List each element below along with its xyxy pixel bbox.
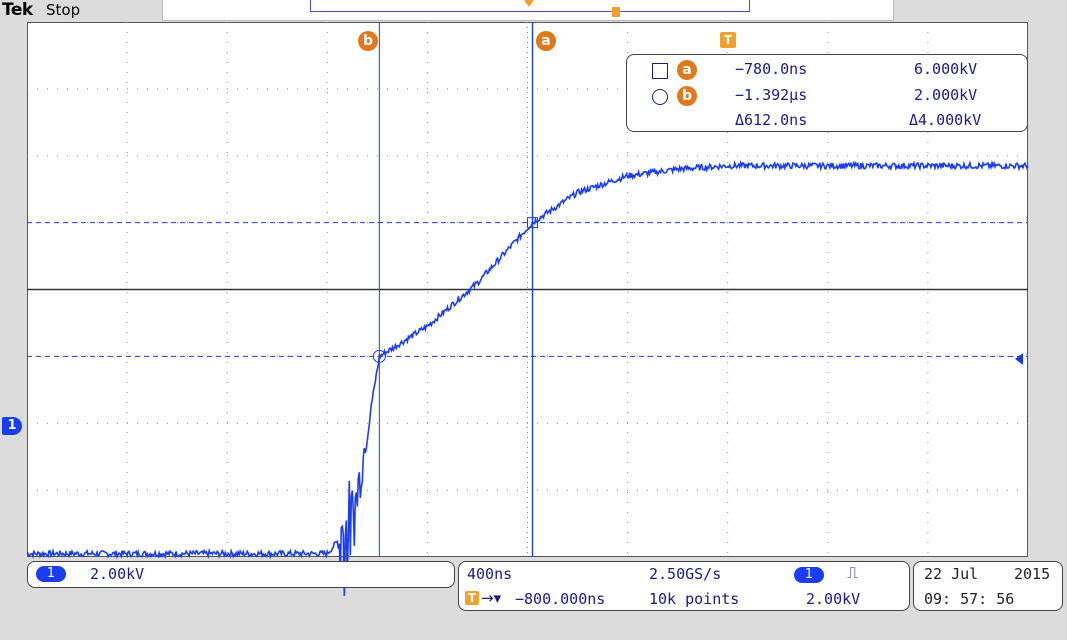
cursor-a-square-icon <box>652 63 668 79</box>
trigger-level: 2.00kV <box>806 590 861 608</box>
record-length: 10k points <box>649 590 740 608</box>
channel-1-scale: 2.00kV <box>90 565 145 583</box>
rising-edge-icon: ⎍ <box>847 563 859 582</box>
cursor-a-time: −780.0ns <box>735 60 808 78</box>
cursor-a-point-marker <box>527 217 539 229</box>
channel-1-badge: 1 <box>36 566 66 582</box>
record-trigger-icon <box>612 7 620 17</box>
sample-rate: 2.50GS/s <box>649 565 722 583</box>
record-view-bar <box>162 0 894 21</box>
cursor-b-point-marker <box>372 349 386 363</box>
acquisition-status: Stop <box>46 1 81 19</box>
cursor-b-time: −1.392μs <box>735 86 808 104</box>
readout-cursor-a-badge: a <box>677 60 697 80</box>
cursor-a-marker[interactable]: a <box>536 31 556 51</box>
trigger-arrow-icon: →▾ <box>481 589 502 607</box>
year: 2015 <box>1014 565 1051 583</box>
cursor-delta-value: Δ4.000kV <box>909 111 982 129</box>
channel-1-ground-label: 1 <box>7 418 17 433</box>
cursor-a-value: 6.000kV <box>914 60 978 78</box>
brand-logo: Tek <box>2 0 33 20</box>
channel-1-ground-marker[interactable]: 1 <box>2 417 22 435</box>
trigger-position-icon: T <box>465 591 479 605</box>
cursor-b-marker[interactable]: b <box>358 31 378 51</box>
cursor-delta-time: Δ612.0ns <box>735 111 808 129</box>
cursor-b-circle-icon <box>652 89 668 105</box>
date: 22 Jul <box>924 565 979 583</box>
datetime-panel: 22 Jul 2015 09: 57: 56 <box>913 561 1063 611</box>
cursor-readout-panel: a −780.0ns 6.000kV b −1.392μs 2.000kV Δ6… <box>626 54 1028 132</box>
cursor-b-value: 2.000kV <box>914 86 978 104</box>
trigger-level-marker[interactable] <box>1015 353 1023 365</box>
trigger-channel-badge: 1 <box>794 567 824 583</box>
record-view-window[interactable] <box>310 0 750 12</box>
channel-1-settings-panel[interactable]: 1 2.00kV <box>27 561 455 588</box>
time: 09: 57: 56 <box>924 590 1015 608</box>
readout-cursor-b-badge: b <box>677 86 697 106</box>
horizontal-scale: 400ns <box>467 565 513 583</box>
record-trigger-marker <box>524 0 534 7</box>
timebase-panel[interactable]: 400ns 2.50GS/s 1 ⎍ T →▾ −800.000ns 10k p… <box>458 561 910 611</box>
trigger-position: −800.000ns <box>515 590 606 608</box>
trigger-position-marker[interactable]: T <box>720 32 736 48</box>
channel-1-waveform <box>26 159 1029 596</box>
